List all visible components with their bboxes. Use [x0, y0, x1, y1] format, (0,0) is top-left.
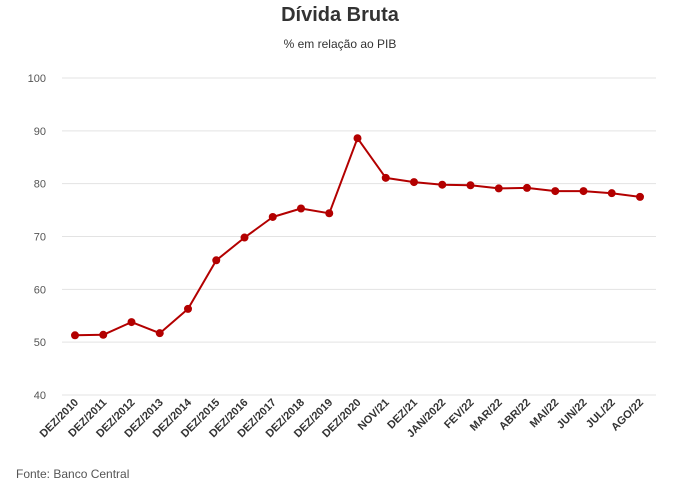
data-point[interactable]: [297, 204, 305, 213]
y-tick-label: 90: [34, 126, 46, 138]
data-point[interactable]: [155, 329, 164, 338]
data-point[interactable]: [325, 209, 334, 218]
y-tick-label: 40: [34, 390, 46, 402]
data-point[interactable]: [551, 187, 560, 196]
data-point[interactable]: [381, 173, 390, 182]
data-point[interactable]: [438, 180, 447, 189]
chart-title: Dívida Bruta: [281, 4, 399, 26]
y-tick-label: 80: [34, 179, 46, 191]
y-tick-label: 60: [34, 284, 46, 296]
data-point[interactable]: [184, 304, 192, 313]
data-point[interactable]: [240, 233, 249, 242]
x-axis: DEZ/2010DEZ/2011DEZ/2012DEZ/2013DEZ/2014…: [38, 396, 647, 440]
data-point[interactable]: [353, 134, 362, 143]
data-point[interactable]: [410, 178, 418, 187]
data-point[interactable]: [99, 330, 108, 339]
y-tick-label: 50: [34, 337, 46, 349]
data-point[interactable]: [636, 192, 644, 201]
data-point[interactable]: [212, 256, 221, 265]
data-point[interactable]: [579, 187, 588, 196]
data-point[interactable]: [523, 183, 531, 192]
source-note: Fonte: Banco Central: [16, 467, 130, 481]
data-series: [71, 134, 644, 340]
y-tick-label: 100: [28, 73, 46, 85]
data-point[interactable]: [71, 331, 79, 340]
data-point[interactable]: [127, 318, 136, 327]
gridlines: [62, 77, 656, 396]
data-point[interactable]: [494, 184, 503, 193]
x-tick-label: JUN/22: [555, 397, 590, 432]
y-axis: 40 50 60 70 80 90 100: [28, 73, 46, 402]
x-tick-label: ABR/22: [497, 397, 533, 433]
y-tick-label: 70: [34, 232, 46, 244]
data-point[interactable]: [466, 181, 475, 190]
x-tick-label: NOV/21: [356, 397, 392, 433]
data-point[interactable]: [268, 212, 277, 221]
chart-subtitle: % em relação ao PIB: [283, 37, 397, 51]
data-point[interactable]: [607, 189, 616, 198]
